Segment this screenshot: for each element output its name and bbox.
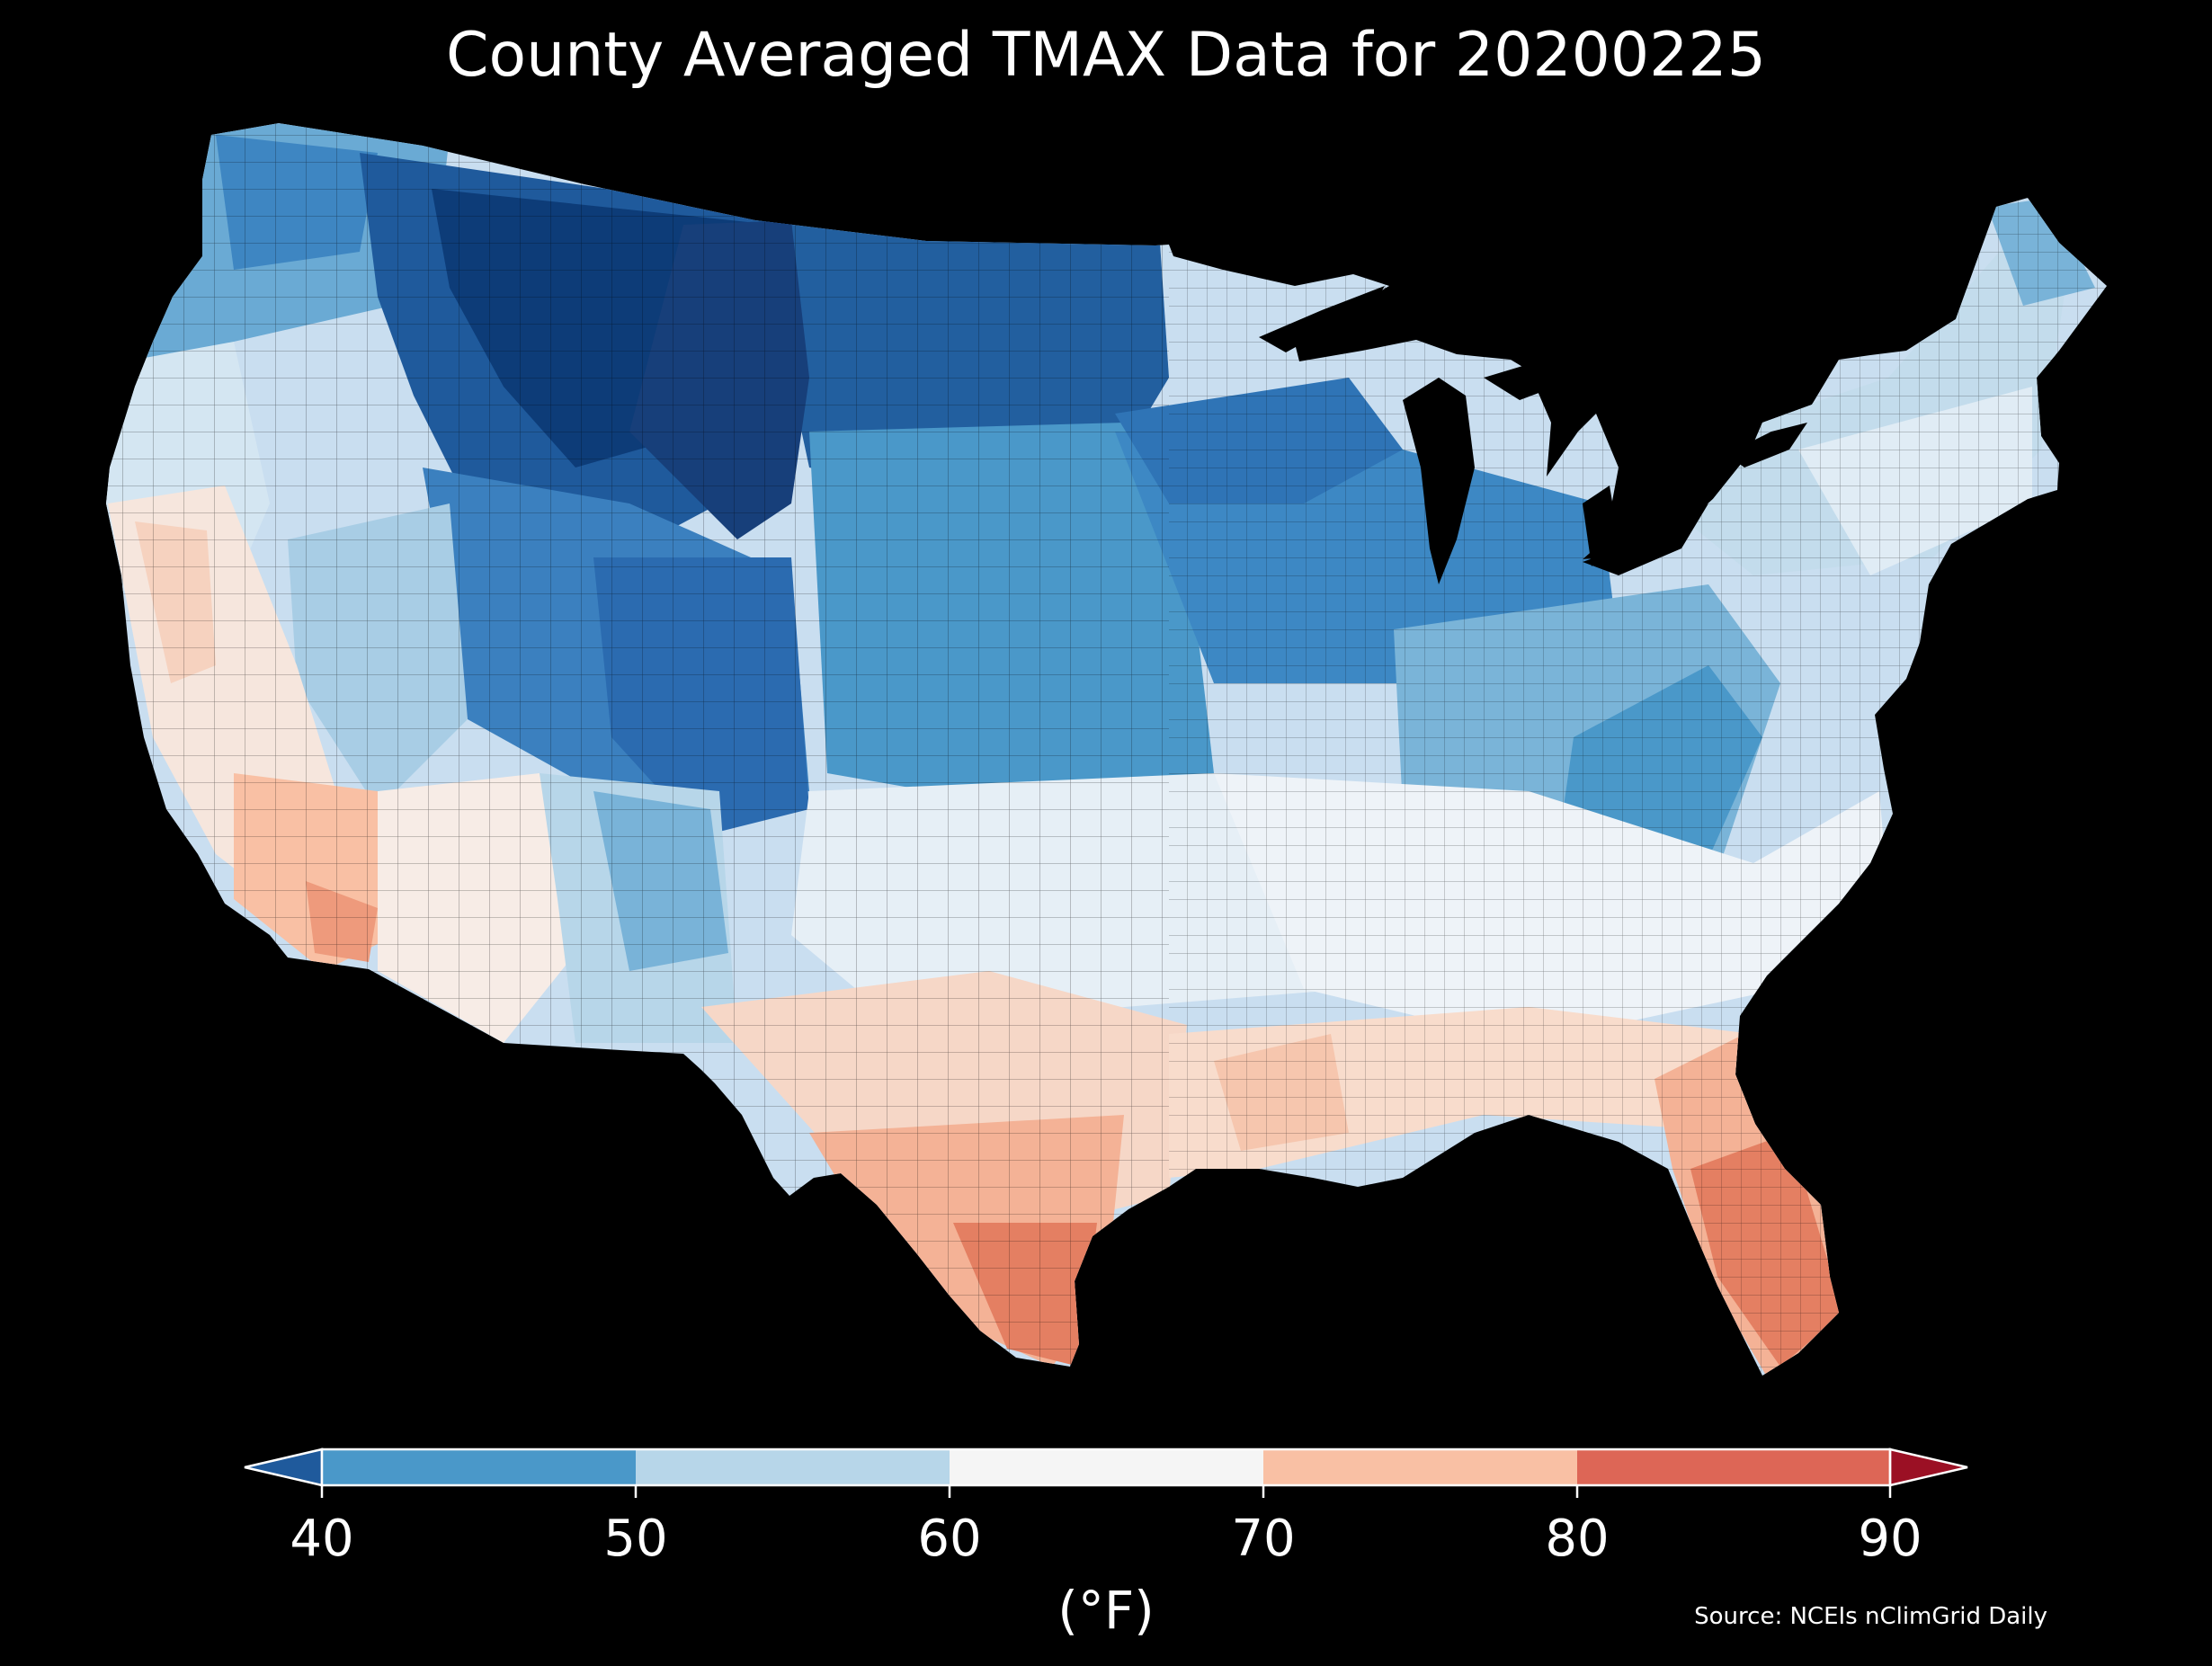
great-lakes <box>1259 286 1807 584</box>
colorbar-tick-label: 60 <box>917 1510 982 1568</box>
colorbar-tick-label: 50 <box>603 1510 668 1568</box>
source-credit: Source: NCEIs nClimGrid Daily <box>1694 1603 2047 1630</box>
colorbar-tick-marks <box>320 1485 1892 1498</box>
colorbar-bin-80-90 <box>1577 1449 1890 1485</box>
colorbar-tick-label: 70 <box>1231 1510 1296 1568</box>
colorbar <box>244 1448 1968 1498</box>
colorbar-outline <box>320 1448 1892 1487</box>
colorbar-tick-label: 80 <box>1545 1510 1610 1568</box>
colorbar-unit-label: (°F) <box>1057 1580 1155 1641</box>
colorbar-tick-label: 40 <box>290 1510 354 1568</box>
colorbar-over-arrow <box>1888 1448 1968 1487</box>
colorbar-bin-50-60 <box>636 1449 950 1485</box>
colorbar-tick-label: 90 <box>1858 1510 1922 1568</box>
map-title: County Averaged TMAX Data for 20200225 <box>446 20 1766 91</box>
colorbar-bin-40-50 <box>322 1449 636 1485</box>
colorbar-bin-60-70 <box>950 1449 1263 1485</box>
colorbar-under-arrow <box>244 1448 324 1487</box>
colorbar-bin-70-80 <box>1263 1449 1577 1485</box>
